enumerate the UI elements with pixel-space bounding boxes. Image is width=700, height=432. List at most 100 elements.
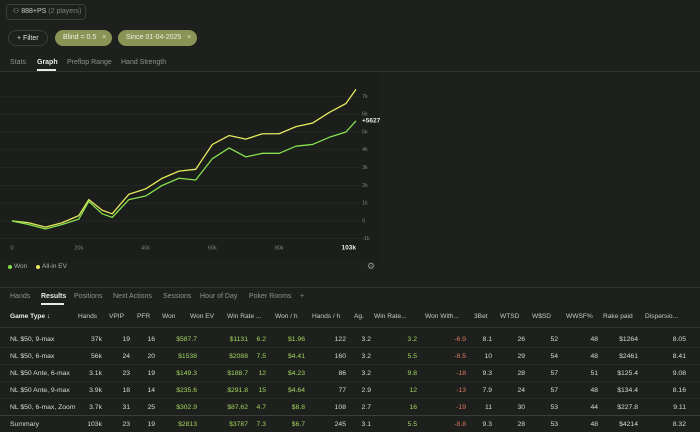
tab[interactable]: Positions	[74, 293, 103, 300]
table-cell: 4.7	[256, 404, 266, 411]
table-cell: 7.9	[482, 387, 492, 394]
tab[interactable]: Poker Rooms	[249, 293, 292, 300]
y-tick-label: 3k	[362, 165, 368, 171]
table-cell: $149.3	[176, 370, 197, 377]
tab[interactable]: Sessions	[163, 293, 192, 300]
table-cell: 108	[334, 404, 346, 411]
legend-dot	[36, 265, 40, 269]
x-tick-label: 103k	[342, 245, 357, 252]
chip-close[interactable]: ×	[187, 34, 192, 41]
y-tick-label: 7k	[362, 94, 368, 100]
table-cell: NL $50 Ante, 9-max	[10, 387, 70, 394]
table-cell: 3.7k	[89, 404, 102, 411]
table-cell: 24	[517, 387, 525, 394]
table-cell: $4214	[619, 421, 638, 428]
tab[interactable]: Hour of Day	[200, 293, 238, 300]
table-cell: 12	[409, 387, 417, 394]
table-cell: $4.41	[287, 353, 305, 360]
column-header[interactable]: PFR	[137, 313, 151, 320]
column-header[interactable]: Win Rate ...	[227, 313, 262, 320]
table-cell: 9.11	[673, 404, 686, 411]
table-cell: 122	[334, 336, 346, 343]
tab[interactable]: Graph	[37, 59, 58, 66]
table-cell: -8.8	[454, 421, 466, 428]
table-cell: 6.2	[256, 336, 266, 343]
table-cell: $2088	[229, 353, 248, 360]
column-header[interactable]: Ag.	[354, 313, 364, 320]
site-badge[interactable]: ⚇ 888+PS (2 players)	[6, 4, 86, 20]
table-cell: 19	[147, 370, 155, 377]
filter-chip[interactable]: Blind = 0.5 ×	[55, 30, 113, 46]
tab[interactable]: Stats	[10, 59, 26, 66]
column-header[interactable]: Game Type ↓	[10, 313, 51, 320]
column-header[interactable]: W$SD	[532, 313, 552, 320]
table-cell: 2.7	[361, 404, 371, 411]
players: (2 players)	[48, 8, 82, 15]
table-cell: 7.3	[256, 421, 266, 428]
tab-underline	[37, 69, 56, 71]
table-cell: 8.16	[672, 387, 686, 394]
table-cell: NL $50, 6-max	[10, 353, 55, 360]
table-cell: $134.4	[617, 387, 638, 394]
table-cell: 3.2	[361, 336, 371, 343]
column-header[interactable]: Hands / h	[312, 313, 341, 320]
filter-label: Filter	[23, 35, 39, 42]
tab[interactable]: Hands	[10, 293, 31, 300]
tab[interactable]: Hand Strength	[121, 59, 167, 66]
table-cell: 3.9k	[89, 387, 102, 394]
tab[interactable]: Results	[41, 293, 67, 300]
table-cell: 28	[517, 421, 525, 428]
tab[interactable]: Preflop Range	[67, 59, 112, 66]
column-header[interactable]: Rake paid	[603, 313, 633, 320]
column-header[interactable]: Dispersio...	[645, 313, 678, 320]
column-header[interactable]: Won EV	[190, 313, 215, 320]
table-cell: $2813	[178, 421, 197, 428]
table-cell: 8.1	[482, 336, 492, 343]
table-cell: 16	[409, 404, 417, 411]
y-tick-label: 0	[362, 218, 365, 224]
table-cell: 5.5	[407, 353, 417, 360]
table-cell: $4.64	[287, 387, 305, 394]
column-header[interactable]: Won With...	[425, 313, 459, 320]
filter-chip[interactable]: Since 01-04-2025 ×	[118, 30, 198, 46]
table-cell: -13	[456, 387, 466, 394]
end-label: +5627	[362, 118, 381, 125]
summary-line	[0, 415, 700, 416]
row-line	[0, 398, 700, 399]
y-tick-label: 4k	[362, 147, 368, 153]
column-header[interactable]: Win Rate...	[374, 313, 407, 320]
table-cell: 16	[147, 336, 155, 343]
chip-close[interactable]: ×	[102, 34, 107, 41]
table-cell: 44	[590, 404, 598, 411]
table-cell: 31	[122, 404, 130, 411]
table-cell: $6.7	[291, 421, 305, 428]
table-cell: 18	[122, 387, 130, 394]
y-tick-label: -1k	[362, 236, 370, 242]
column-header[interactable]: WTSD	[500, 313, 520, 320]
table-cell: 103k	[87, 421, 102, 428]
table-cell: 54	[550, 353, 558, 360]
tab[interactable]: +	[300, 293, 305, 300]
table-cell: 9.3	[482, 370, 492, 377]
table-cell: Summary	[10, 421, 40, 428]
x-tick-label: 80k	[275, 245, 284, 251]
settings-icon[interactable]: ⚙	[367, 261, 376, 271]
column-header[interactable]: Hands	[78, 313, 98, 320]
column-header[interactable]: VPIP	[109, 313, 125, 320]
table-cell: $1538	[178, 353, 197, 360]
row-line	[0, 364, 700, 365]
filter-button[interactable]: + Filter	[8, 30, 48, 46]
table-cell: 8.05	[672, 336, 686, 343]
tab[interactable]: Next Actions	[113, 293, 152, 300]
table-cell: 23	[122, 421, 130, 428]
column-header[interactable]: Won	[162, 313, 176, 320]
y-tick-label: 5k	[362, 129, 368, 135]
table-cell: $4.23	[287, 370, 305, 377]
x-tick-label: 20k	[74, 245, 83, 251]
table-cell: -18	[456, 370, 466, 377]
column-header[interactable]: 3Bet	[474, 313, 488, 320]
table-cell: 25	[147, 404, 155, 411]
column-header[interactable]: Won / h	[275, 313, 298, 320]
column-header[interactable]: WWSF%	[566, 313, 593, 320]
